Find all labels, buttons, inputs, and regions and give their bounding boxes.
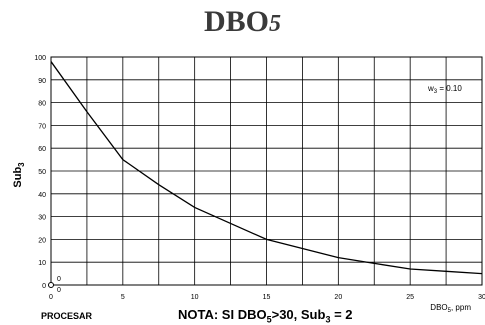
marker-point: 00 bbox=[48, 276, 61, 294]
x-tick-label: 30 bbox=[478, 294, 485, 301]
note-text: NOTA: SI DBO5>30, Sub3 = 2 bbox=[178, 307, 353, 325]
plot-frame bbox=[50, 56, 483, 286]
x-tick-label: 5 bbox=[121, 294, 125, 301]
y-tick-label: 30 bbox=[38, 215, 46, 222]
y-tick-label: 80 bbox=[38, 101, 46, 108]
y-tick-label: 20 bbox=[38, 237, 46, 244]
y-tick-label: 100 bbox=[34, 55, 46, 62]
x-tick-labels: 0 5 10 15 20 25 30 bbox=[49, 294, 485, 301]
series-line bbox=[50, 61, 483, 275]
procesar-button[interactable]: PROCESAR bbox=[41, 311, 93, 321]
y-tick-label: 10 bbox=[38, 260, 46, 267]
y-tick-label: 50 bbox=[38, 169, 46, 176]
chart-title: DBO5 bbox=[203, 5, 281, 38]
x-axis-label: DBO5, ppm bbox=[430, 303, 471, 314]
y-tick-label: 40 bbox=[38, 192, 46, 199]
y-tick-label: 60 bbox=[38, 146, 46, 153]
x-tick-label: 25 bbox=[406, 294, 414, 301]
marker-x-label: 0 bbox=[57, 287, 61, 294]
x-tick-label: 15 bbox=[263, 294, 271, 301]
y-axis-label: Sub3 bbox=[12, 162, 26, 188]
x-tick-label: 20 bbox=[334, 294, 342, 301]
grid bbox=[50, 56, 483, 286]
x-tick-label: 0 bbox=[49, 294, 53, 301]
x-tick-label: 10 bbox=[191, 294, 199, 301]
legend-label: w3 = 0.10 bbox=[427, 84, 462, 95]
marker-circle bbox=[48, 282, 54, 288]
y-tick-labels: 0 10 20 30 40 50 60 70 80 90 100 bbox=[34, 55, 46, 290]
marker-label: 0 bbox=[57, 276, 61, 283]
y-tick-label: 70 bbox=[38, 123, 46, 130]
y-tick-label: 90 bbox=[38, 78, 46, 85]
y-tick-label: 0 bbox=[42, 283, 46, 290]
